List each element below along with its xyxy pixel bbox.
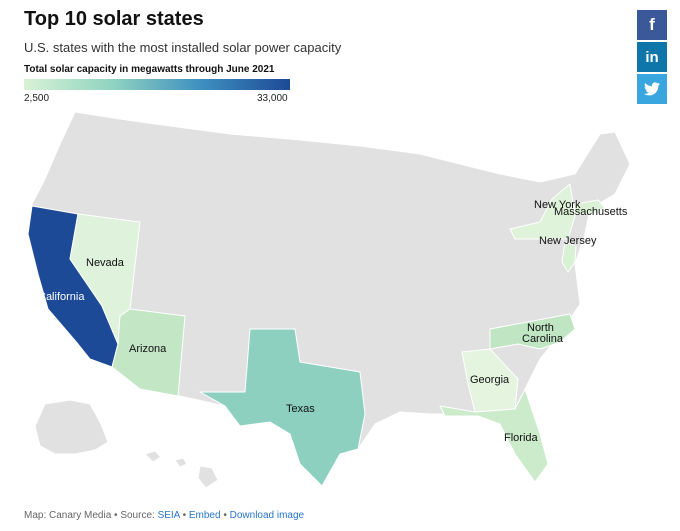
label-california: California bbox=[38, 291, 85, 303]
label-new-jersey: New Jersey bbox=[539, 235, 597, 247]
facebook-share-button[interactable]: f bbox=[637, 10, 667, 40]
legend-title: Total solar capacity in megawatts throug… bbox=[24, 64, 275, 75]
facebook-icon: f bbox=[649, 15, 655, 34]
chart-title: Top 10 solar states bbox=[24, 8, 204, 30]
twitter-share-button[interactable] bbox=[637, 74, 667, 104]
label-arizona: Arizona bbox=[129, 343, 167, 355]
alaska-shape bbox=[34, 399, 109, 455]
linkedin-share-button[interactable]: in bbox=[637, 42, 667, 72]
download-image-link[interactable]: Download image bbox=[229, 510, 305, 521]
footer-prefix: Map: Canary Media • Source: bbox=[24, 510, 158, 521]
state-arizona[interactable] bbox=[111, 308, 186, 397]
footer-separator: • bbox=[179, 510, 189, 521]
hawaii-island-3 bbox=[197, 465, 219, 489]
footer-separator: • bbox=[220, 510, 230, 521]
source-link[interactable]: SEIA bbox=[157, 510, 180, 521]
embed-link[interactable]: Embed bbox=[188, 510, 221, 521]
legend-gradient-bar bbox=[24, 79, 290, 90]
label-new-york: New York bbox=[534, 199, 581, 211]
label-massachusetts: Massachusetts bbox=[554, 206, 628, 218]
label-north: North bbox=[527, 322, 554, 334]
hawaii-island-1 bbox=[144, 450, 162, 463]
state-new-jersey[interactable] bbox=[561, 241, 577, 273]
state-north-carolina[interactable] bbox=[489, 313, 576, 350]
us-map: California Nevada Arizona Texas North Ca… bbox=[27, 111, 631, 489]
label-carolina: Carolina bbox=[522, 333, 564, 345]
chart-subtitle: U.S. states with the most installed sola… bbox=[24, 40, 342, 55]
twitter-icon bbox=[644, 82, 660, 96]
state-florida[interactable] bbox=[439, 388, 549, 483]
label-florida: Florida bbox=[504, 432, 539, 444]
legend-min-label: 2,500 bbox=[24, 93, 50, 104]
footer-credit: Map: Canary Media • Source: SEIA • Embed… bbox=[24, 510, 304, 521]
state-texas[interactable] bbox=[199, 328, 366, 487]
hawaii-island-2 bbox=[174, 457, 188, 468]
state-new-york[interactable] bbox=[509, 183, 576, 240]
legend-max-label: 33,000 bbox=[257, 93, 288, 104]
linkedin-icon: in bbox=[645, 48, 659, 66]
label-georgia: Georgia bbox=[470, 374, 510, 386]
state-massachusetts[interactable] bbox=[574, 199, 606, 215]
label-nevada: Nevada bbox=[86, 257, 125, 269]
label-texas: Texas bbox=[286, 403, 315, 415]
